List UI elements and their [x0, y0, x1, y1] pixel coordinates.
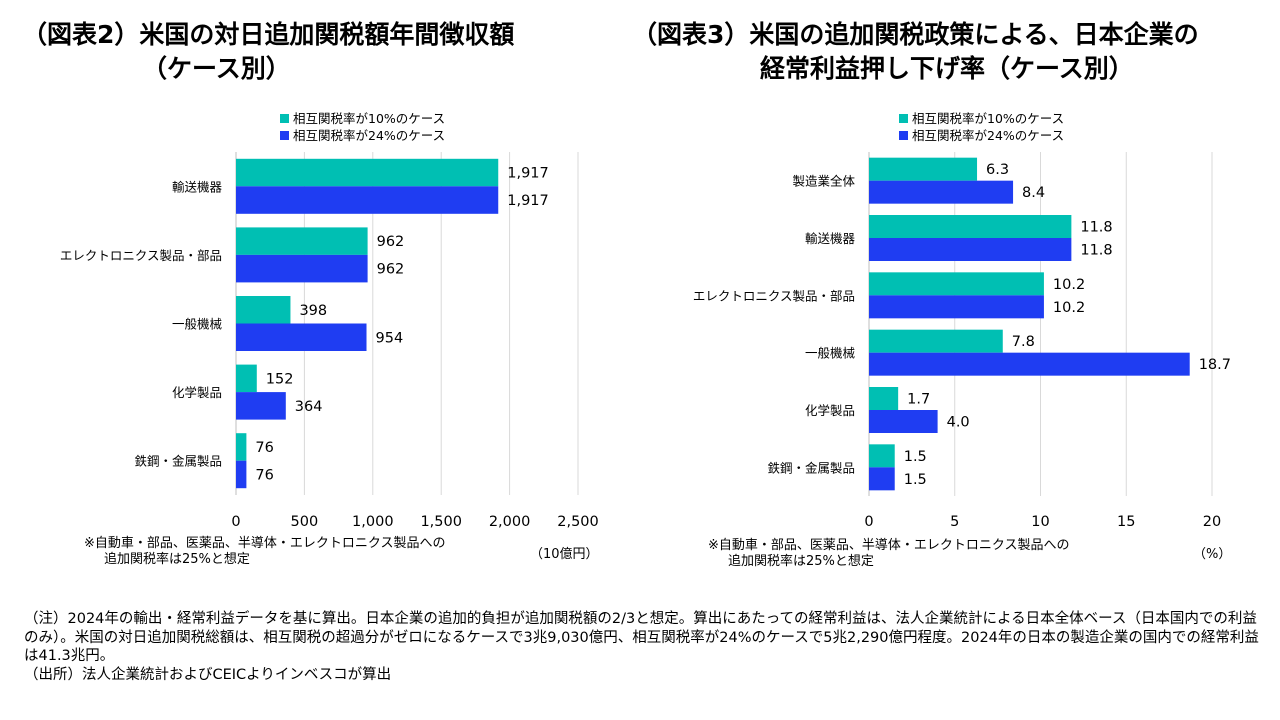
chart1-tick-label: 0 — [231, 514, 240, 530]
footer-source: （出所）法人企業統計およびCEICよりインベスコが算出 — [24, 666, 392, 683]
chart2-legend-swatch — [899, 114, 908, 123]
chart2-title: （図表3）米国の追加関税政策による、日本企業の 経常利益押し下げ率（ケース別） — [632, 18, 1199, 86]
chart1-tick-label: 1,500 — [420, 514, 462, 530]
chart2-bar — [869, 180, 1014, 204]
chart2-legend-label: 相互関税率が24%のケース — [912, 128, 1064, 143]
chart2-bar — [869, 444, 895, 468]
chart1-bar — [236, 364, 257, 393]
chart1-plot: 0 500 1,000 1,500 2,000 2,500 相互関税率が10%のケース相互関… — [60, 111, 599, 530]
chart1-data-label: 76 — [255, 440, 273, 456]
chart1-bar — [236, 227, 368, 255]
chart2-bar — [869, 387, 899, 410]
chart2-bar — [869, 352, 1190, 376]
chart2-title-line2: 経常利益押し下げ率（ケース別） — [760, 54, 1134, 83]
chart1-tick-label: 2,000 — [489, 514, 531, 530]
chart1-category-label: 化学製品 — [172, 385, 222, 400]
chart1-legend-label: 相互関税率が24%のケース — [293, 128, 445, 143]
chart2-bar — [869, 295, 1044, 319]
chart2-title-line1: （図表3）米国の追加関税政策による、日本企業の — [632, 20, 1199, 49]
chart1-data-label: 962 — [377, 234, 405, 250]
chart2-data-label: 6.3 — [986, 162, 1009, 178]
chart2-bar — [869, 215, 1072, 238]
chart1-note: ※自動車・部品、医薬品、半導体・エレクトロニクス製品への 追加関税率は25%と想… — [84, 536, 446, 568]
footer-note: （注）2024年の輸出・経常利益データを基に算出。日本企業の追加的負担が追加関税… — [24, 611, 1259, 664]
chart2-data-label: 18.7 — [1199, 357, 1231, 373]
chart2-data-label: 1.7 — [907, 392, 930, 408]
chart2-category-label: 化学製品 — [805, 403, 855, 418]
chart1-tick-label: 500 — [291, 514, 319, 530]
chart1-data-label: 962 — [377, 262, 405, 278]
chart1-unit: （10億円） — [530, 547, 599, 562]
chart2-legend-label: 相互関税率が10%のケース — [912, 111, 1064, 126]
chart1-data-label: 1,917 — [507, 193, 549, 209]
chart1-note-line2: 追加関税率は25%と想定 — [104, 552, 250, 567]
chart2-tick-label: 20 — [1203, 514, 1221, 530]
chart1-title-line2: （ケース別） — [142, 54, 291, 83]
chart2-data-label: 1.5 — [904, 472, 927, 488]
chart2-bar — [869, 157, 978, 181]
chart2-category-label: 鉄鋼・金属製品 — [767, 460, 855, 475]
chart1-legend-swatch — [280, 114, 289, 123]
chart1-title: （図表2）米国の対日追加関税額年間徴収額 （ケース別） — [22, 18, 514, 86]
chart1-data-label: 398 — [299, 303, 327, 319]
chart1-bar — [236, 392, 286, 420]
chart1-data-label: 152 — [266, 371, 294, 387]
chart2-category-label: エレクトロニクス製品・部品 — [693, 288, 855, 303]
chart2-bar — [869, 272, 1044, 296]
chart2-bar — [869, 467, 895, 491]
chart1-category-label: 一般機械 — [172, 317, 223, 332]
chart2-unit: （%） — [1193, 547, 1232, 562]
chart1-data-label: 954 — [376, 330, 404, 346]
chart2-tick-label: 15 — [1117, 514, 1135, 530]
chart1-bar — [236, 323, 367, 351]
chart1-category-label: 輸送機器 — [172, 179, 223, 194]
footer-notes: （注）2024年の輸出・経常利益データを基に算出。日本企業の追加的負担が追加関税… — [24, 610, 1264, 684]
chart1-note-line1: ※自動車・部品、医薬品、半導体・エレクトロニクス製品への — [84, 536, 446, 551]
chart2-bar — [869, 329, 1003, 353]
chart2-tick-label: 0 — [864, 514, 873, 530]
chart1-bar — [236, 296, 291, 324]
chart2-note-line1: ※自動車・部品、医薬品、半導体・エレクトロニクス製品への — [708, 538, 1070, 553]
chart2-tick-label: 10 — [1031, 514, 1049, 530]
chart2-tick-label: 5 — [950, 514, 959, 530]
chart2-bar — [869, 238, 1072, 261]
chart1-tick-label: 2,500 — [557, 514, 599, 530]
chart2-bar — [869, 410, 938, 433]
chart1-bar — [236, 433, 247, 461]
chart2-category-label: 製造業全体 — [792, 174, 855, 189]
chart1-data-label: 76 — [255, 467, 273, 483]
chart1-bar — [236, 186, 499, 214]
chart1-bar — [236, 158, 499, 187]
chart1-bar — [236, 460, 247, 489]
chart2-note: ※自動車・部品、医薬品、半導体・エレクトロニクス製品への 追加関税率は25%と想… — [708, 538, 1070, 570]
chart1-data-label: 1,917 — [507, 166, 549, 182]
chart2-data-label: 7.8 — [1012, 334, 1035, 350]
chart2-data-label: 10.2 — [1053, 300, 1085, 316]
chart2-data-label: 11.8 — [1080, 243, 1112, 259]
chart1-category-label: 鉄鋼・金属製品 — [134, 454, 222, 469]
chart2-data-label: 8.4 — [1022, 185, 1045, 201]
chart1-legend-label: 相互関税率が10%のケース — [293, 111, 445, 126]
chart1-bar — [236, 254, 368, 283]
chart2-note-line2: 追加関税率は25%と想定 — [728, 554, 874, 569]
chart1-tick-label: 1,000 — [352, 514, 394, 530]
chart2-data-label: 4.0 — [947, 415, 970, 431]
chart2-legend-swatch — [899, 131, 908, 140]
chart2-data-label: 10.2 — [1053, 277, 1085, 293]
chart1-data-label: 364 — [295, 399, 323, 415]
chart1-category-label: エレクトロニクス製品・部品 — [60, 248, 222, 263]
chart1-legend-swatch — [280, 131, 289, 140]
chart2-data-label: 11.8 — [1080, 220, 1112, 236]
chart2-data-label: 1.5 — [904, 449, 927, 465]
chart1-title-line1: （図表2）米国の対日追加関税額年間徴収額 — [22, 20, 515, 49]
chart2-category-label: 一般機械 — [805, 346, 856, 361]
chart2-category-label: 輸送機器 — [805, 231, 856, 246]
